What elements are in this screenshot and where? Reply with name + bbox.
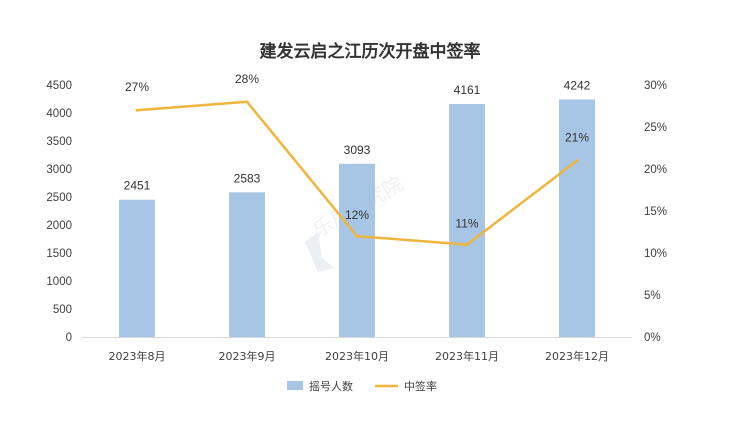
legend-swatch-bars: [287, 381, 303, 390]
line-point: [245, 100, 249, 104]
line-point: [355, 234, 359, 238]
right-tick-label: 25%: [644, 122, 667, 134]
left-tick-label: 4500: [46, 80, 72, 92]
line-point: [135, 108, 139, 112]
line-data-label: 11%: [455, 217, 478, 231]
left-tick-label: 1000: [46, 276, 72, 288]
left-tick-label: 2000: [46, 220, 72, 232]
x-tick-label: 2023年9月: [219, 349, 276, 363]
x-tick-label: 2023年12月: [545, 349, 609, 363]
left-tick-label: 0: [66, 332, 72, 344]
right-tick-label: 10%: [644, 248, 667, 260]
line-data-label: 28%: [235, 72, 259, 86]
left-tick-label: 500: [53, 304, 72, 316]
left-tick-label: 2500: [46, 192, 72, 204]
left-tick-label: 3500: [46, 136, 72, 148]
legend-label-bars: 摇号人数: [309, 379, 353, 393]
x-tick-label: 2023年8月: [109, 349, 166, 363]
line-data-label: 12%: [345, 208, 369, 222]
bar: [339, 163, 375, 337]
legend-label-line: 中签率: [404, 379, 437, 393]
bar-data-label: 2583: [234, 171, 261, 185]
left-tick-label: 3000: [46, 164, 72, 176]
left-tick-label: 4000: [46, 108, 72, 120]
right-tick-label: 20%: [644, 164, 667, 176]
left-tick-label: 1500: [46, 248, 72, 260]
right-tick-label: 30%: [644, 80, 667, 92]
chart-title: 建发云启之江历次开盘中签率: [260, 41, 481, 62]
bar-data-label: 2451: [124, 179, 151, 193]
right-tick-label: 0%: [644, 332, 661, 344]
x-tick-label: 2023年11月: [435, 349, 499, 363]
bar-series: 2451 2583 3093 4161 4242: [119, 78, 595, 337]
bar-data-label: 4161: [454, 83, 481, 97]
bar: [119, 199, 155, 337]
x-tick-label: 2023年10月: [325, 349, 389, 363]
line-data-label: 27%: [125, 80, 149, 94]
bar: [229, 192, 265, 337]
line-data-label: 21%: [565, 131, 589, 145]
legend: 摇号人数 中签率: [287, 379, 437, 393]
bar-data-label: 4242: [564, 78, 591, 92]
right-axis: 0% 5% 10% 15% 20% 25% 30%: [644, 80, 667, 344]
watermark-logo: [305, 232, 334, 272]
bar: [449, 103, 485, 337]
bar: [559, 99, 595, 337]
right-tick-label: 15%: [644, 206, 667, 218]
left-axis: 0 500 1000 1500 2000 2500 3000 3500 4000 4500: [46, 80, 72, 344]
line-series: 27% 28% 12% 11% 21%: [125, 72, 589, 247]
line-point: [465, 243, 469, 247]
line-point: [575, 159, 579, 163]
bar-data-label: 3093: [344, 143, 371, 157]
right-tick-label: 5%: [644, 290, 661, 302]
x-axis: 2023年8月 2023年9月 2023年10月 2023年11月 2023年12月: [82, 337, 632, 363]
